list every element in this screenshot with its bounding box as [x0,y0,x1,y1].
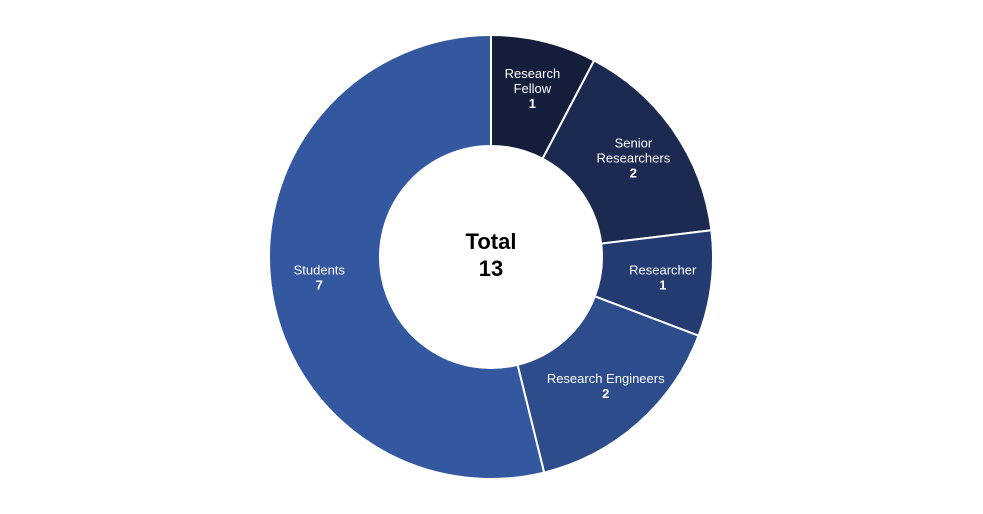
center-total-value: 13 [479,256,503,281]
slice-label-name: Fellow [514,81,552,96]
slice-label: Senior Researchers 2 [597,136,671,181]
donut-slice [541,59,713,245]
slice-label-name: Researchers [597,151,671,166]
center-total-label: Total [466,229,517,254]
slice-label: Researcher 1 [629,262,697,292]
slice-label-name: Research [505,66,561,81]
slice-label-value: 1 [659,277,666,292]
slice-label: Research Fellow 1 [505,66,561,111]
donut-slice [268,33,546,480]
slice-label-value: 2 [602,386,609,401]
donut-slice [516,295,700,474]
slice-label: Research Engineers 2 [547,371,665,401]
slice-label: Students 7 [294,262,346,292]
slice-label-name: Senior [615,136,653,151]
slice-label-value: 2 [630,166,637,181]
slice-label-value: 1 [529,96,536,111]
slice-label-name: Researcher [629,262,697,277]
donut-slices [268,33,714,480]
slice-label-name: Students [294,262,346,277]
slice-label-name: Research Engineers [547,371,665,386]
slice-label-value: 7 [316,277,323,292]
